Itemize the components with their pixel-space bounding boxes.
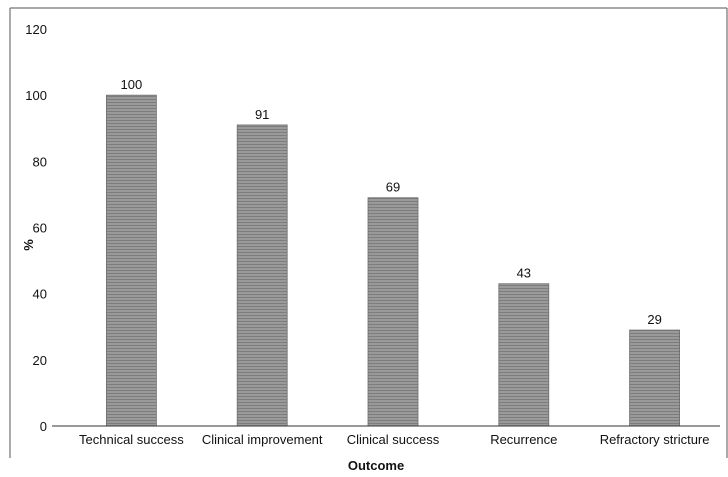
y-tick-label: 40 (33, 287, 47, 302)
bar (106, 94, 157, 427)
x-axis-title: Outcome (348, 458, 404, 473)
bar-value-label: 43 (517, 266, 531, 281)
y-axis-ticks: 0 20 40 60 80 100 120 (25, 22, 66, 434)
y-tick-label: 20 (33, 353, 47, 368)
x-tick-label: Technical success (79, 432, 184, 447)
x-tick-label: Recurrence (490, 432, 557, 447)
y-tick-label: 0 (40, 419, 47, 434)
x-tick-label: Clinical success (347, 432, 440, 447)
bar (498, 283, 550, 427)
x-axis-tick-labels: Technical success Clinical improvement Cli… (79, 432, 709, 447)
y-tick-label: 80 (33, 154, 47, 169)
bar-value-label: 29 (647, 312, 661, 327)
bar-value-label: 91 (255, 107, 269, 122)
bar (629, 329, 680, 427)
bar-value-label: 100 (121, 77, 143, 92)
bar (367, 197, 419, 427)
x-tick-label: Clinical improvement (202, 432, 323, 447)
bar (236, 124, 288, 427)
y-tick-label: 60 (33, 221, 47, 236)
bar-value-label: 69 (386, 180, 400, 195)
y-tick-label: 100 (25, 88, 47, 103)
x-tick-label: Refractory stricture (600, 432, 710, 447)
y-axis-title: % (21, 239, 36, 251)
y-tick-label: 120 (25, 22, 47, 37)
bars-group: 100 91 69 43 29 (106, 77, 680, 427)
